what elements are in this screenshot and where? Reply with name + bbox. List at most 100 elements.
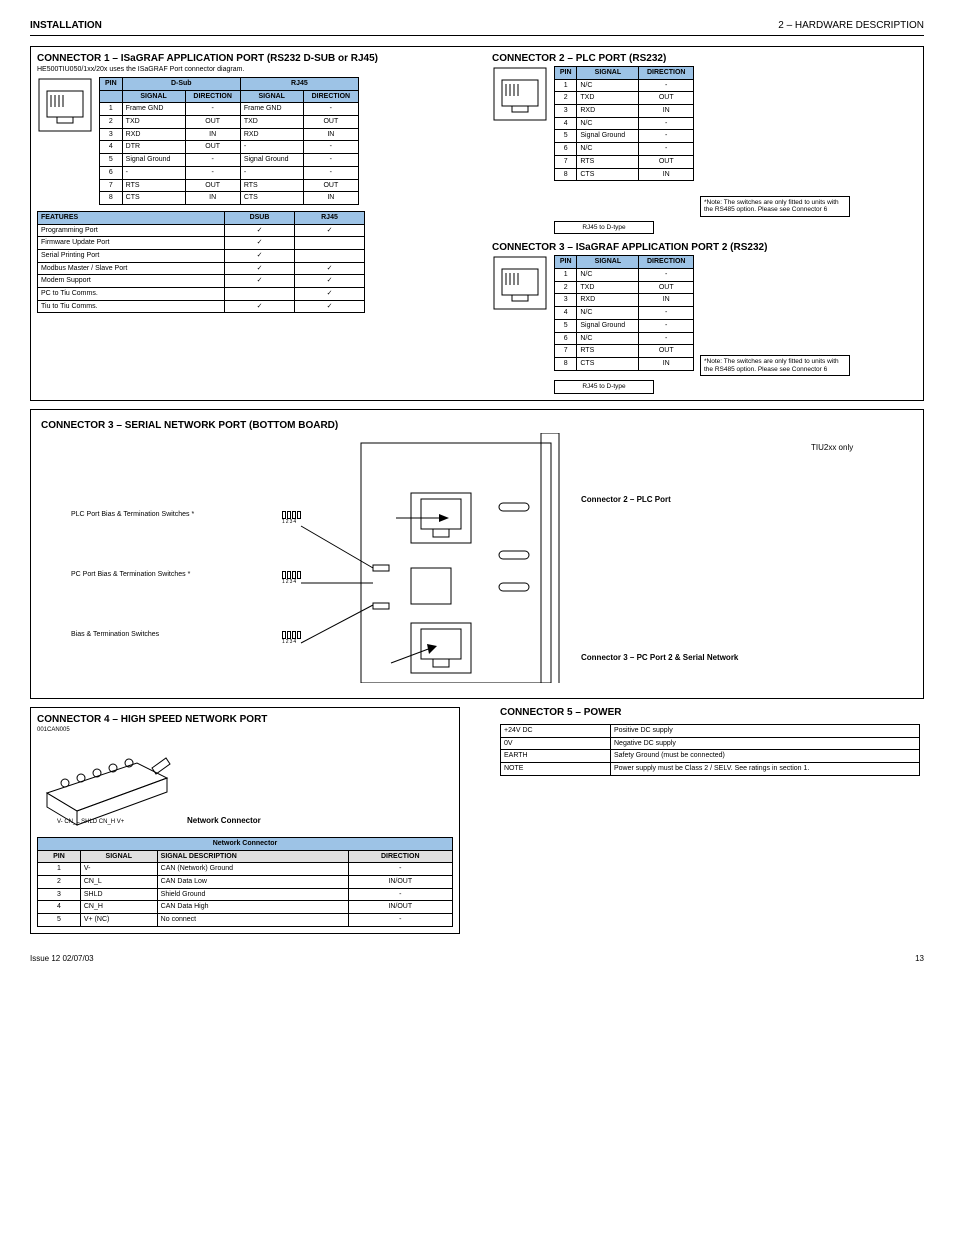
- cell: 1: [555, 79, 577, 92]
- cell: OUT: [639, 345, 694, 358]
- cell: Network Connector: [38, 837, 453, 850]
- cell: DIRECTION: [303, 90, 358, 103]
- cell: ✓: [225, 300, 295, 313]
- cell: -: [639, 130, 694, 143]
- cell: OUT: [185, 179, 240, 192]
- conn2-pin-table: PIN SIGNAL DIRECTION 1N/C-2TXDOUT3RXDIN4…: [554, 66, 694, 181]
- cell: 8: [100, 192, 123, 205]
- box2-title: CONNECTOR 3 – SERIAL NETWORK PORT (BOTTO…: [41, 420, 913, 431]
- cell: 7: [555, 155, 577, 168]
- cell: SIGNAL: [577, 256, 639, 269]
- cell: 4: [38, 901, 81, 914]
- cell: IN: [639, 357, 694, 370]
- cell: SIGNAL: [122, 90, 185, 103]
- conn4-table: Network Connector PIN SIGNAL SIGNAL DESC…: [37, 837, 453, 927]
- cell: 6: [100, 166, 123, 179]
- cell: Shield Ground: [157, 888, 348, 901]
- cell: 8: [555, 357, 577, 370]
- cell: CAN Data High: [157, 901, 348, 914]
- cell: -: [240, 141, 303, 154]
- cell: DIRECTION: [348, 850, 453, 863]
- cell: SIGNAL: [577, 67, 639, 80]
- conn2-note-box: *Note: The switches are only fitted to u…: [700, 196, 850, 217]
- cell: IN: [303, 192, 358, 205]
- cell: RTS: [577, 345, 639, 358]
- cell: ✓: [295, 300, 365, 313]
- conn3-pin-table: PIN SIGNAL DIRECTION 1N/C-2TXDOUT3RXDIN4…: [554, 255, 694, 370]
- cell: Serial Printing Port: [38, 249, 225, 262]
- cell: 1: [100, 103, 123, 116]
- cell: 1: [555, 269, 577, 282]
- cell: [295, 237, 365, 250]
- cell: 2: [555, 92, 577, 105]
- conn1-title: CONNECTOR 1 – ISaGRAF APPLICATION PORT (…: [37, 53, 462, 64]
- cell: RTS: [240, 179, 303, 192]
- cell: RXD: [577, 105, 639, 118]
- conn3-inner-note: RJ45 to D-type: [554, 380, 654, 393]
- cell: N/C: [577, 117, 639, 130]
- cell: N/C: [577, 143, 639, 156]
- cell: N/C: [577, 332, 639, 345]
- cell: Signal Ground: [122, 154, 185, 167]
- cell: -: [185, 103, 240, 116]
- cell: [295, 249, 365, 262]
- cell: IN: [639, 294, 694, 307]
- cell: FEATURES: [38, 211, 225, 224]
- cell: PIN: [100, 78, 123, 91]
- dip-c-label: Bias & Termination Switches: [71, 631, 201, 638]
- cell: No connect: [157, 913, 348, 926]
- connectors-box-1: CONNECTOR 1 – ISaGRAF APPLICATION PORT (…: [30, 46, 924, 401]
- cell: +24V DC: [501, 724, 611, 737]
- cell: Power supply must be Class 2 / SELV. See…: [611, 762, 920, 775]
- cell: CTS: [240, 192, 303, 205]
- cell: IN: [185, 128, 240, 141]
- cell: CAN (Network) Ground: [157, 863, 348, 876]
- cell: TXD: [577, 281, 639, 294]
- cell: [100, 90, 123, 103]
- cell: ✓: [225, 224, 295, 237]
- cell: N/C: [577, 79, 639, 92]
- cell: Modem Support: [38, 275, 225, 288]
- cell: DIRECTION: [639, 256, 694, 269]
- cell: OUT: [185, 141, 240, 154]
- header-left: INSTALLATION: [30, 20, 102, 31]
- cell: -: [348, 863, 453, 876]
- cell: NOTE: [501, 762, 611, 775]
- cell: CTS: [122, 192, 185, 205]
- cell: DIRECTION: [639, 67, 694, 80]
- cell: -: [185, 166, 240, 179]
- cell: CN_H: [80, 901, 157, 914]
- cell: 4: [555, 307, 577, 320]
- cell: CTS: [577, 168, 639, 181]
- cell: -: [240, 166, 303, 179]
- serial-network-box: CONNECTOR 3 – SERIAL NETWORK PORT (BOTTO…: [30, 409, 924, 699]
- cell: Positive DC supply: [611, 724, 920, 737]
- conn4-box: CONNECTOR 4 – HIGH SPEED NETWORK PORT 00…: [30, 707, 460, 934]
- cell: 7: [555, 345, 577, 358]
- cell: RXD: [122, 128, 185, 141]
- svg-text:V- CN_L SHLD CN_H V+: V- CN_L SHLD CN_H V+: [57, 819, 125, 825]
- cell: 6: [555, 143, 577, 156]
- cell: RTS: [577, 155, 639, 168]
- conn2-port-label: Connector 2 – PLC Port: [581, 495, 671, 504]
- header-right: 2 – HARDWARE DESCRIPTION: [778, 20, 924, 31]
- cell: 6: [555, 332, 577, 345]
- cell: 5: [555, 130, 577, 143]
- cell: -: [639, 307, 694, 320]
- cell: V+ (NC): [80, 913, 157, 926]
- cell: 3: [100, 128, 123, 141]
- cell: OUT: [639, 155, 694, 168]
- cell: IN: [639, 168, 694, 181]
- conn5-table: +24V DCPositive DC supply0VNegative DC s…: [500, 724, 920, 776]
- cell: Modbus Master / Slave Port: [38, 262, 225, 275]
- tiu-label: TIU2xx only: [811, 443, 853, 452]
- cell: 5: [100, 154, 123, 167]
- cell: DIRECTION: [185, 90, 240, 103]
- cell: ✓: [225, 249, 295, 262]
- cell: -: [303, 166, 358, 179]
- cell: DTR: [122, 141, 185, 154]
- cell: ✓: [225, 275, 295, 288]
- cell: OUT: [303, 116, 358, 129]
- cell: Signal Ground: [577, 319, 639, 332]
- cell: -: [639, 117, 694, 130]
